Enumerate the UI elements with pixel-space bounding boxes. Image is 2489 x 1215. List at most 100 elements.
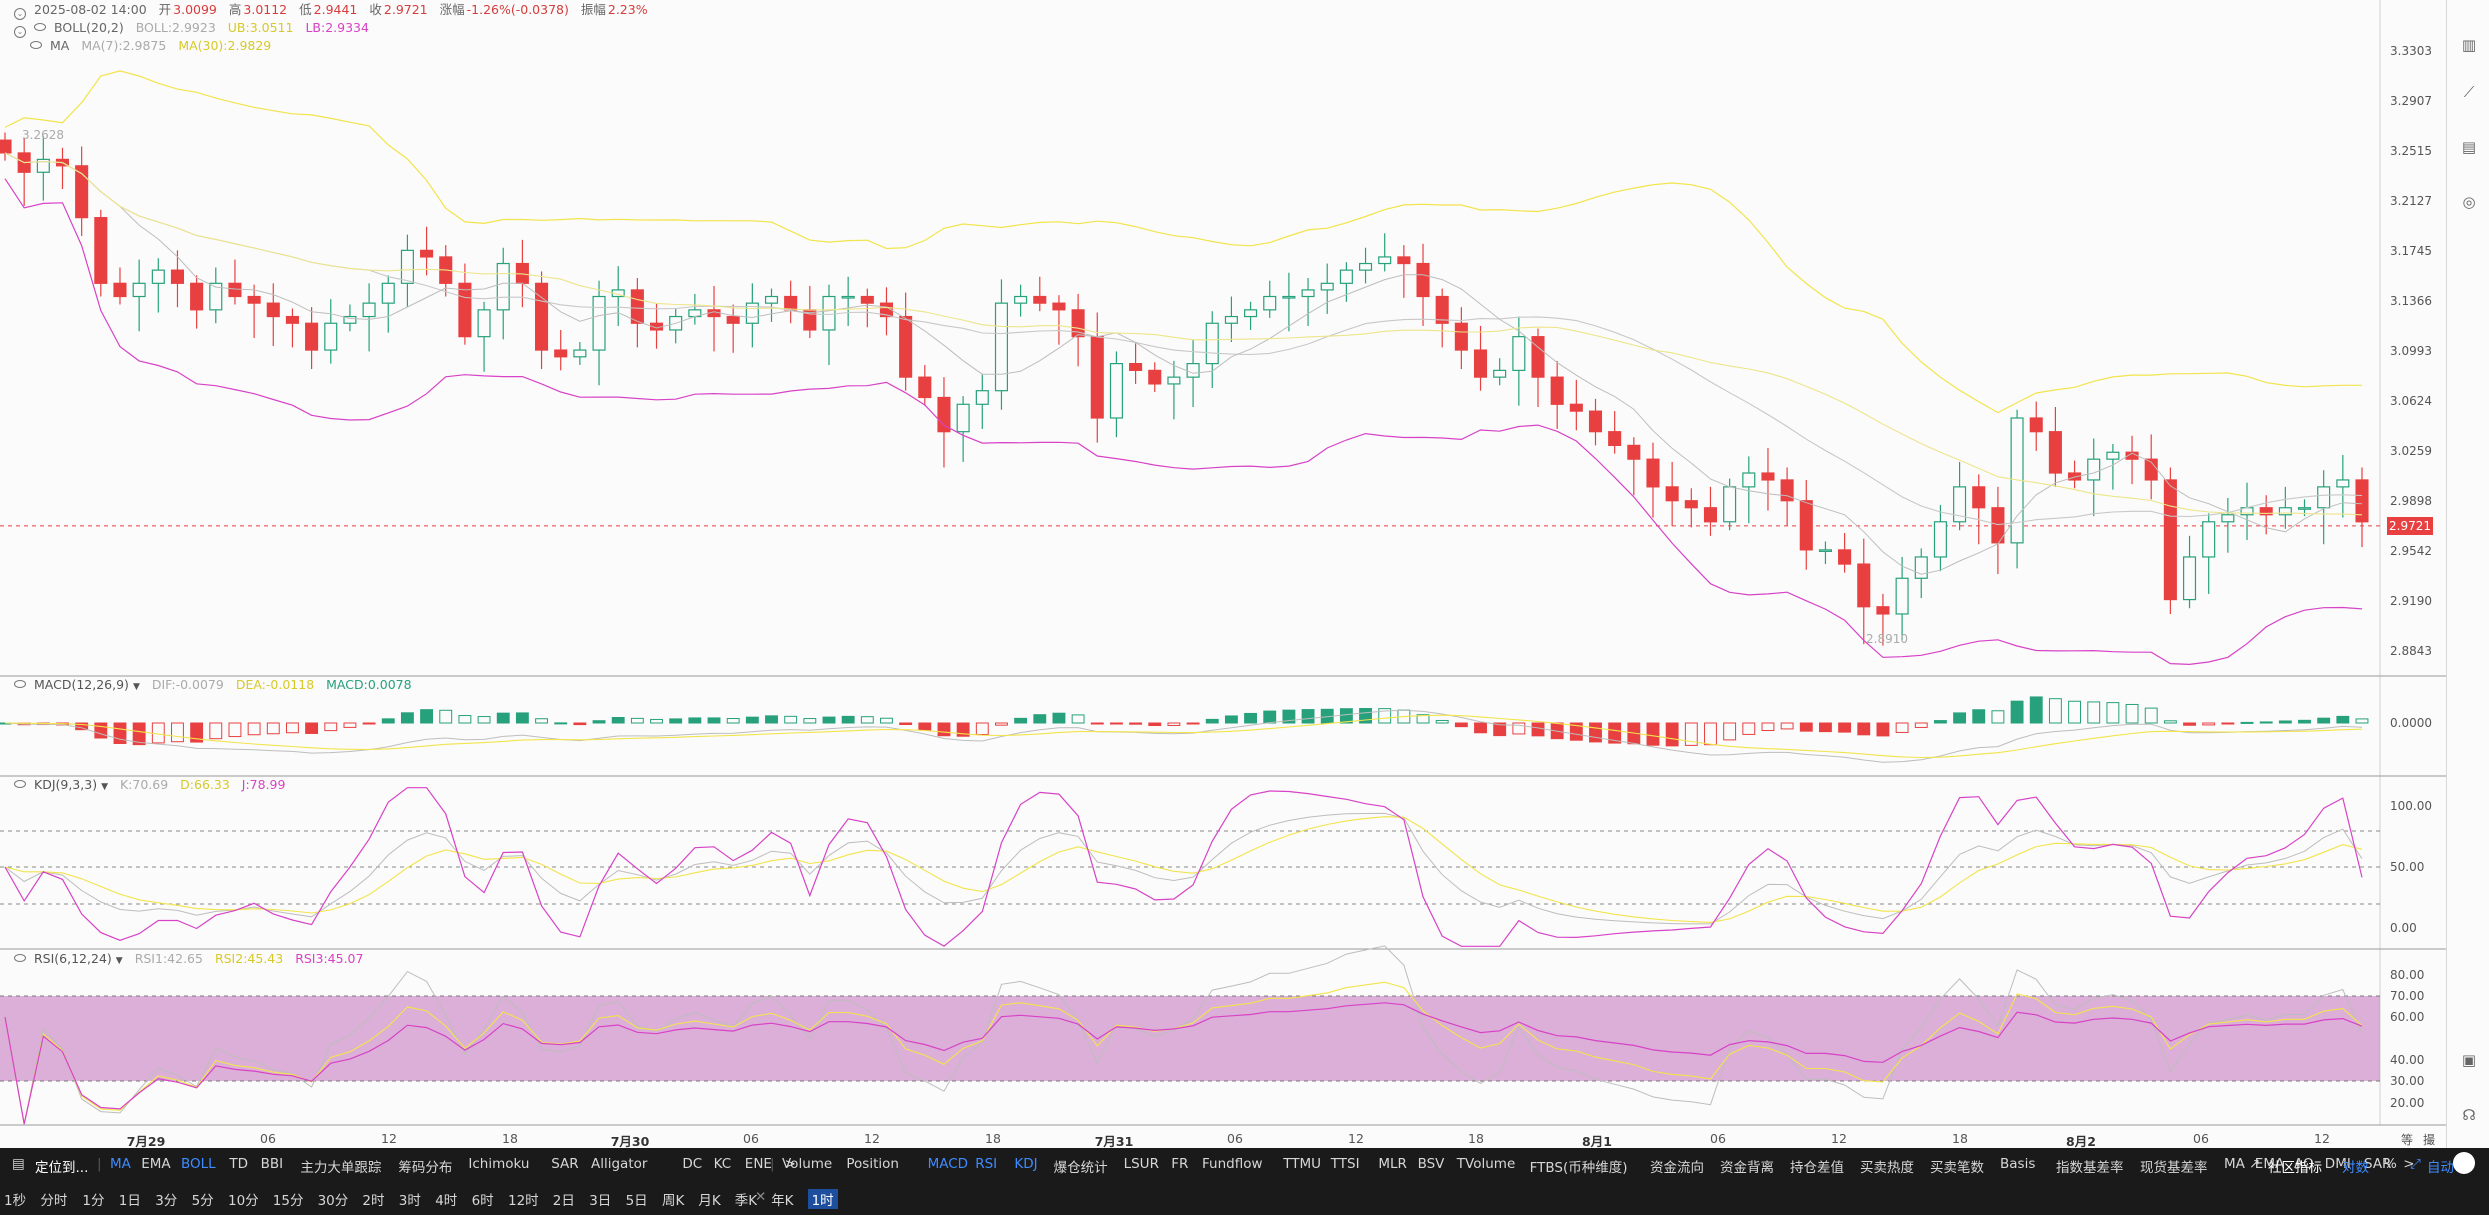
main-indicator-item[interactable]: TD: [229, 1156, 249, 1172]
eye-icon[interactable]: [14, 954, 26, 962]
main-indicator-item[interactable]: EMA: [141, 1156, 171, 1172]
sub-indicator-item[interactable]: BSV: [1417, 1156, 1445, 1172]
main-indicator-item[interactable]: ENE: [744, 1156, 772, 1172]
macd-bar: [1109, 722, 1123, 725]
eye-icon[interactable]: [14, 680, 26, 688]
sub-indicator-item[interactable]: MACD: [927, 1156, 969, 1172]
interval-item[interactable]: 3日: [589, 1193, 612, 1209]
percent-scale-button[interactable]: %: [2384, 1156, 2397, 1172]
sub-indicator-item[interactable]: 买卖热度: [1860, 1160, 1914, 1176]
close-icon[interactable]: ✕: [755, 1189, 767, 1205]
interval-item[interactable]: 分时: [40, 1193, 68, 1209]
interval-item[interactable]: 月K: [698, 1193, 721, 1209]
interval-item[interactable]: 6时: [471, 1193, 494, 1209]
main-indicator-item[interactable]: >: [784, 1156, 796, 1172]
interval-item[interactable]: 5分: [191, 1193, 214, 1209]
community-icon[interactable]: ↗: [2249, 1156, 2261, 1172]
sub-indicator-item[interactable]: KDJ: [1014, 1156, 1038, 1172]
eye-icon[interactable]: [34, 23, 46, 31]
main-indicator-item[interactable]: 主力大单跟踪: [300, 1160, 382, 1176]
sub-indicator-item[interactable]: 资金背离: [1720, 1160, 1774, 1176]
interval-item[interactable]: 1分: [82, 1193, 105, 1209]
candle-body: [1684, 500, 1698, 509]
sub-indicator-item[interactable]: FR: [1171, 1156, 1189, 1172]
interval-item[interactable]: 3时: [398, 1193, 421, 1209]
main-indicator-item[interactable]: MA: [110, 1156, 131, 1172]
interval-item[interactable]: 12时: [508, 1193, 539, 1209]
indicator-icon[interactable]: ▤: [2461, 138, 2477, 156]
sub-indicator-item[interactable]: TTMU: [1283, 1156, 1321, 1172]
chevron-icon[interactable]: ⌄: [14, 8, 26, 20]
headset-icon[interactable]: ☊: [2462, 1106, 2476, 1124]
interval-item[interactable]: 周K: [662, 1193, 685, 1209]
candle-icon[interactable]: ▥: [2461, 36, 2477, 54]
dropdown-icon[interactable]: ▼: [101, 782, 108, 792]
main-indicator-item[interactable]: 筹码分布: [398, 1160, 453, 1176]
auto-icon[interactable]: ⤢: [2410, 1156, 2421, 1172]
sub-indicator-item[interactable]: AO: [2294, 1156, 2314, 1172]
interval-item[interactable]: 4时: [435, 1193, 458, 1209]
interval-item[interactable]: 2时: [362, 1193, 385, 1209]
eye-icon[interactable]: [14, 780, 26, 788]
sub-indicator-item[interactable]: SAR: [2364, 1156, 2392, 1172]
sub-indicator-item[interactable]: TTSI: [1330, 1156, 1360, 1172]
time-tick: 12: [864, 1131, 880, 1146]
sub-indicator-item[interactable]: LSUR: [1123, 1156, 1159, 1172]
sub-indicator-item[interactable]: TVolume: [1456, 1156, 1516, 1172]
line-chart-icon[interactable]: ⟋: [2463, 83, 2475, 101]
interval-item[interactable]: 年K: [771, 1193, 794, 1209]
interval-item[interactable]: 1日: [118, 1193, 141, 1209]
candle-body: [1857, 563, 1871, 608]
main-indicator-item[interactable]: Alligator: [591, 1156, 648, 1172]
interval-item[interactable]: 1时: [807, 1189, 838, 1209]
interval-item[interactable]: 10分: [228, 1193, 259, 1209]
community-indicators-button[interactable]: 社区指标: [2268, 1160, 2322, 1176]
sub-indicator-item[interactable]: 爆仓统计: [1053, 1160, 1108, 1176]
settings-icon[interactable]: ◎: [2462, 193, 2476, 211]
main-indicator-item[interactable]: BBI: [260, 1156, 284, 1172]
interval-item[interactable]: 3分: [155, 1193, 178, 1209]
main-indicator-item[interactable]: KC: [713, 1156, 732, 1172]
eye-icon[interactable]: [30, 41, 42, 49]
locate-button[interactable]: 定位到...: [35, 1160, 89, 1176]
dropdown-icon[interactable]: ▼: [132, 682, 140, 692]
interval-item[interactable]: 季K: [734, 1193, 758, 1209]
candle-body: [1608, 431, 1622, 446]
sub-indicator-item[interactable]: RSI: [975, 1156, 998, 1172]
sub-indicator-item[interactable]: 指数基差率: [2056, 1160, 2124, 1176]
interval-item[interactable]: 2日: [552, 1193, 575, 1209]
sub-indicator-item[interactable]: MLR: [1378, 1156, 1407, 1172]
interval-item[interactable]: 5日: [625, 1193, 648, 1209]
layout-icon[interactable]: ▣: [2461, 1051, 2477, 1069]
sub-indicator-item[interactable]: 买卖笔数: [1930, 1160, 1984, 1176]
time-tick: 8月2: [2066, 1134, 2096, 1149]
sub-indicator-item[interactable]: DMI: [2324, 1156, 2351, 1172]
log-scale-button[interactable]: 对数: [2342, 1160, 2369, 1176]
sub-indicator-item[interactable]: Basis: [2000, 1156, 2036, 1172]
interval-item[interactable]: 30分: [317, 1193, 349, 1209]
avatar[interactable]: [2453, 1152, 2475, 1174]
sub-indicator-item[interactable]: >: [2403, 1156, 2415, 1172]
sub-indicator-item[interactable]: Fundflow: [1202, 1156, 1263, 1172]
sub-indicator-item[interactable]: 持仓差值: [1790, 1160, 1844, 1176]
interval-item[interactable]: 15分: [272, 1193, 304, 1209]
candle-body: [1646, 458, 1660, 488]
chart-canvas[interactable]: [0, 0, 2446, 1148]
locate-icon[interactable]: ▤: [12, 1156, 25, 1172]
sub-indicator-item[interactable]: Position: [846, 1156, 899, 1172]
sub-indicator-item[interactable]: MA: [2224, 1156, 2245, 1172]
sub-indicator-item[interactable]: Volume: [782, 1156, 833, 1172]
main-indicator-item[interactable]: Ichimoku: [468, 1156, 530, 1172]
chevron-icon[interactable]: ⌄: [14, 26, 26, 38]
sub-indicator-item[interactable]: FTBS(币种维度): [1529, 1160, 1628, 1176]
auto-scale-button[interactable]: 自动: [2427, 1160, 2454, 1176]
main-indicator-item[interactable]: DC: [682, 1156, 703, 1172]
sub-indicator-item[interactable]: 现货基差率: [2140, 1160, 2208, 1176]
interval-item[interactable]: 1秒: [4, 1193, 27, 1209]
sub-indicator-item[interactable]: 资金流向: [1650, 1160, 1704, 1176]
sub-indicator-item[interactable]: EMA: [2254, 1156, 2285, 1172]
main-indicator-item[interactable]: BOLL: [181, 1156, 216, 1172]
main-indicator-item[interactable]: SAR: [551, 1156, 579, 1172]
dropdown-icon[interactable]: ▼: [115, 956, 123, 966]
macd-bar: [1301, 709, 1315, 724]
